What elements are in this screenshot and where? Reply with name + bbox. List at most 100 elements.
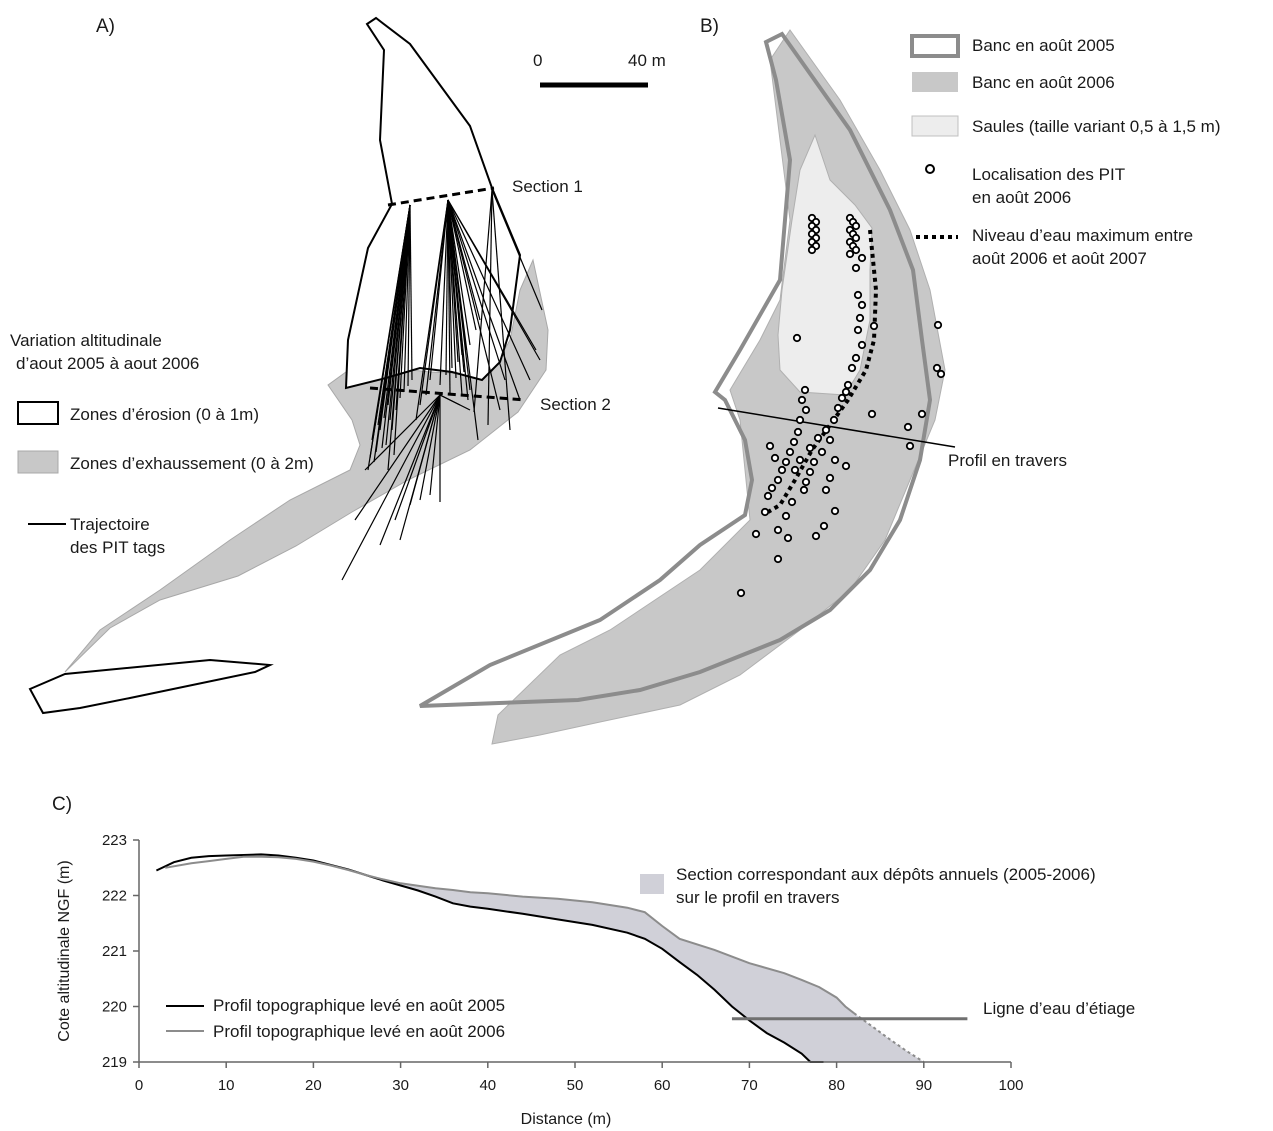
x-tick-label: 90 bbox=[915, 1077, 932, 1094]
pit-trajectory bbox=[447, 199, 457, 379]
pit-point bbox=[830, 506, 840, 516]
pit-point bbox=[857, 300, 867, 310]
x-tick-label: 0 bbox=[135, 1077, 143, 1094]
pit-trajectory bbox=[381, 204, 411, 449]
pit-trajectory bbox=[379, 394, 441, 546]
pit-point bbox=[843, 380, 853, 390]
pit-point bbox=[799, 485, 809, 495]
pit-trajectory bbox=[354, 394, 441, 521]
pit-trajectory bbox=[439, 394, 461, 406]
pit-trajectory bbox=[491, 189, 511, 431]
pit-trajectory bbox=[409, 204, 413, 381]
legend-bank2006-swatch bbox=[912, 72, 958, 92]
pit-point bbox=[773, 525, 783, 535]
pit-point bbox=[837, 393, 847, 403]
pit-trajectory bbox=[419, 394, 441, 501]
y-axis-label: Cote altitudinale NGF (m) bbox=[56, 860, 73, 1041]
pit-trajectory bbox=[445, 199, 449, 376]
pit-trajectory bbox=[447, 199, 469, 401]
pit-point bbox=[936, 369, 946, 379]
low-water-label: Ligne d’eau d’étiage bbox=[983, 999, 1135, 1018]
legend-2005-label: Profil topographique levé en août 2005 bbox=[213, 996, 505, 1015]
profile-label: Profil en travers bbox=[948, 451, 1067, 470]
pit-point bbox=[855, 313, 865, 323]
pit-point bbox=[841, 387, 851, 397]
pit-trajectory bbox=[447, 199, 479, 441]
pit-trajectory bbox=[399, 394, 441, 541]
y-ticks: 219 220 221 222 223 bbox=[102, 832, 139, 1071]
legend-section-label-1: Section correspondant aux dépôts annuels… bbox=[676, 865, 1096, 884]
pit-point bbox=[795, 415, 805, 425]
scale-end-label: 40 m bbox=[628, 51, 666, 70]
pit-point bbox=[805, 443, 815, 453]
panel-a-label: A) bbox=[96, 16, 115, 37]
x-axis-label: Distance (m) bbox=[521, 1111, 612, 1128]
x-tick-label: 50 bbox=[567, 1077, 584, 1094]
pit-point bbox=[813, 433, 823, 443]
pit-point bbox=[851, 245, 861, 255]
deposit-section-area bbox=[365, 875, 924, 1062]
pit-point bbox=[773, 475, 783, 485]
legend-a-title-1: Variation altitudinale bbox=[10, 331, 162, 350]
pit-point bbox=[833, 403, 843, 413]
legend-pit-marker bbox=[925, 164, 935, 174]
x-ticks: 0 10 20 30 40 50 60 70 80 90 100 bbox=[135, 1062, 1024, 1094]
pit-trajectory bbox=[341, 394, 441, 581]
pit-trajectory bbox=[447, 199, 537, 351]
pit-point bbox=[845, 249, 855, 259]
legend-pit-label-2: en août 2006 bbox=[972, 188, 1071, 207]
y-tick-label: 222 bbox=[102, 888, 127, 905]
pit-point bbox=[932, 363, 942, 373]
pit-point bbox=[792, 333, 802, 343]
pit-point bbox=[853, 325, 863, 335]
bank-2005 bbox=[418, 31, 933, 708]
section-1-label: Section 1 bbox=[512, 177, 583, 196]
x-tick-label: 40 bbox=[479, 1077, 496, 1094]
pit-point bbox=[825, 435, 835, 445]
pit-point bbox=[763, 491, 773, 501]
pit-trajectory bbox=[447, 199, 506, 381]
x-tick-label: 80 bbox=[828, 1077, 845, 1094]
pit-point bbox=[857, 253, 867, 263]
pit-point bbox=[809, 457, 819, 467]
legend-pit-label-1: Localisation des PIT bbox=[972, 165, 1125, 184]
legend-section-label-2: sur le profil en travers bbox=[676, 888, 839, 907]
pit-point bbox=[830, 455, 840, 465]
pit-point bbox=[825, 473, 835, 483]
pit-point bbox=[829, 415, 839, 425]
legend-water-label-1: Niveau d’eau maximum entre bbox=[972, 226, 1193, 245]
legend-bank2005-label: Banc en août 2005 bbox=[972, 36, 1115, 55]
legend-trajectory-label-2: des PIT tags bbox=[70, 538, 165, 557]
pit-trajectory bbox=[403, 204, 411, 393]
section-2-label: Section 2 bbox=[540, 395, 611, 414]
pit-points bbox=[736, 213, 946, 598]
pit-point bbox=[781, 511, 791, 521]
pit-trajectory bbox=[364, 394, 441, 471]
pit-trajectory bbox=[425, 199, 449, 396]
pit-trajectory bbox=[415, 199, 449, 421]
pit-trajectory bbox=[393, 204, 411, 456]
legend-bank2006-label: Banc en août 2006 bbox=[972, 73, 1115, 92]
pit-point bbox=[933, 320, 943, 330]
pit-point bbox=[789, 437, 799, 447]
pit-point bbox=[765, 441, 775, 451]
pit-point bbox=[851, 353, 861, 363]
pit-point bbox=[785, 447, 795, 457]
profile-lines bbox=[155, 853, 925, 1063]
pit-point bbox=[800, 385, 810, 395]
y-tick-label: 219 bbox=[102, 1054, 127, 1071]
legend-erosion-label: Zones d’érosion (0 à 1m) bbox=[70, 405, 259, 424]
pit-point bbox=[805, 467, 815, 477]
pit-point bbox=[767, 483, 777, 493]
pit-point bbox=[795, 455, 805, 465]
pit-point bbox=[917, 409, 927, 419]
pit-trajectories bbox=[341, 189, 543, 581]
pit-point bbox=[853, 290, 863, 300]
pit-point bbox=[801, 405, 811, 415]
pit-trajectory bbox=[407, 204, 411, 387]
x-tick-label: 70 bbox=[741, 1077, 758, 1094]
pit-point bbox=[867, 409, 877, 419]
pit-point bbox=[819, 521, 829, 531]
legend-erosion-swatch bbox=[17, 401, 59, 425]
